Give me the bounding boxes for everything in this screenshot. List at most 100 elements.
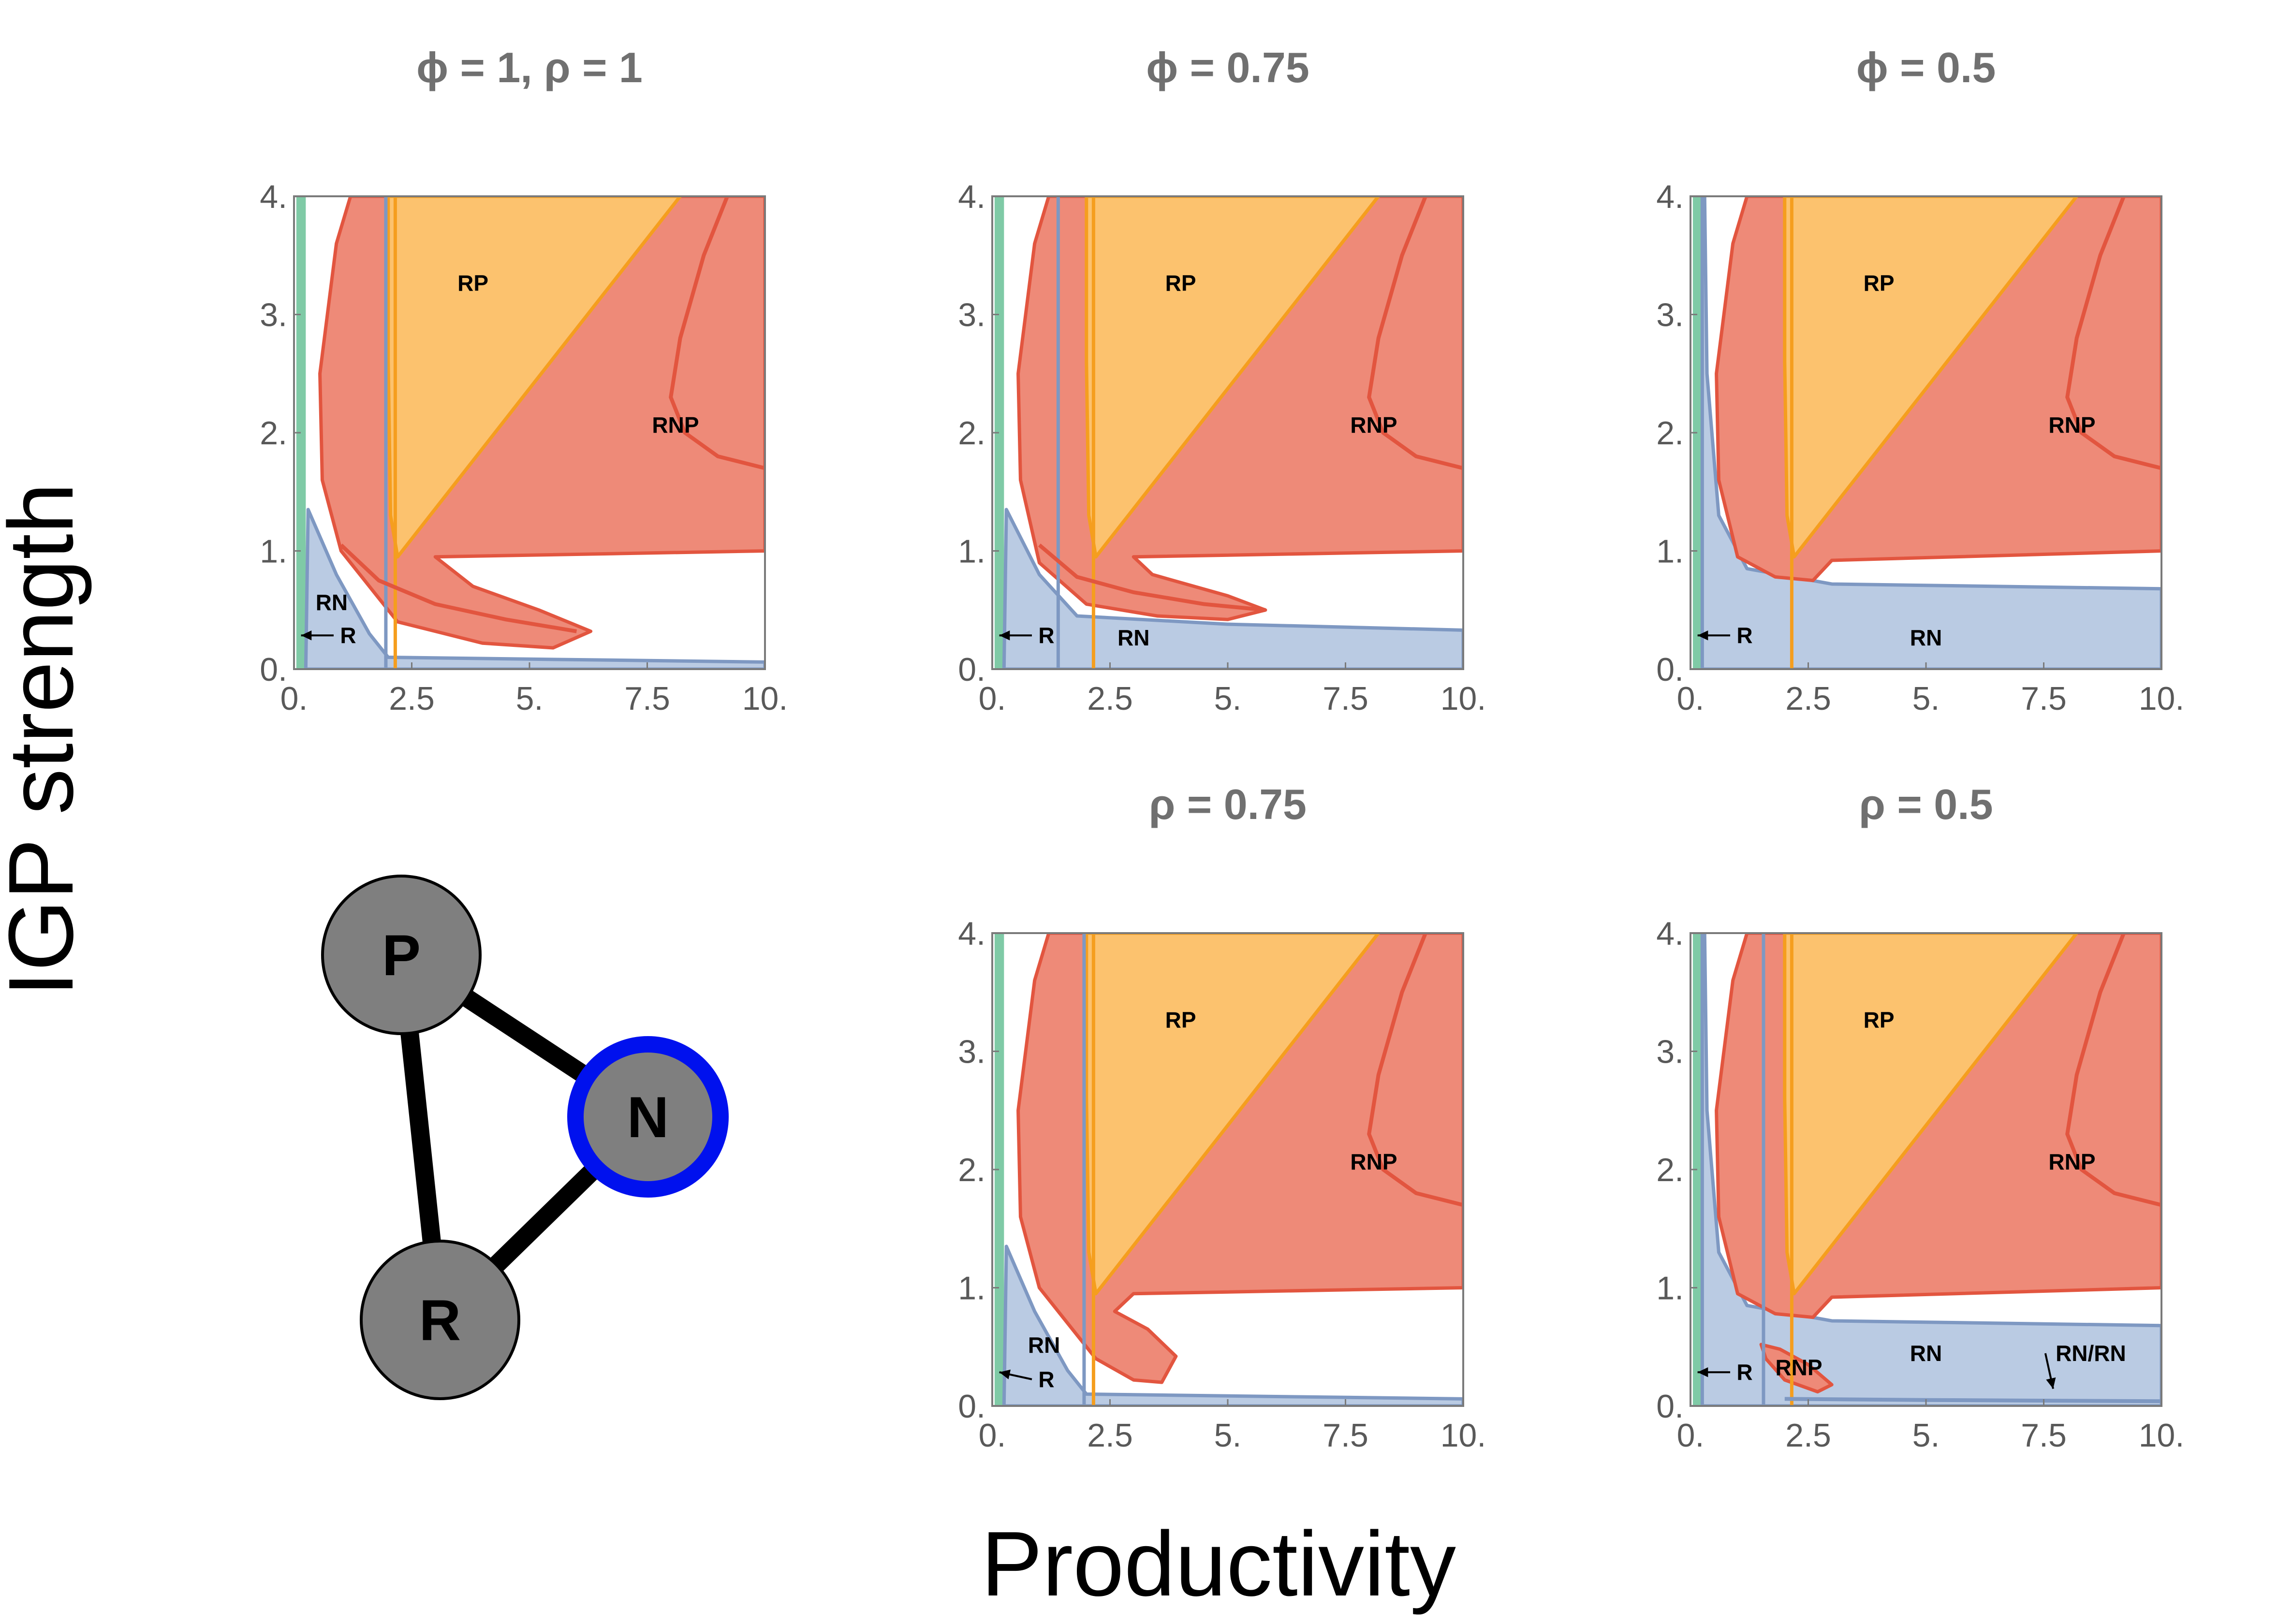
x-tick-label: 5. [1214, 1417, 1242, 1454]
x-tick-label: 10. [1440, 680, 1486, 717]
x-tick-label: 7.5 [1323, 1417, 1368, 1454]
y-tick-label: 0. [1656, 651, 1684, 688]
annotation-arrowhead [1697, 630, 1708, 641]
region-label: RP [1165, 271, 1196, 296]
boundary-curve [669, 196, 765, 470]
x-tick-label: 2.5 [1785, 1417, 1831, 1454]
x-tick-label: 0. [280, 680, 308, 717]
y-tick-label: 3. [1656, 1034, 1684, 1070]
panel-title: ϕ = 0.75 [1146, 44, 1309, 91]
region-label: RP [1864, 1008, 1895, 1033]
y-tick-label: 4. [958, 915, 985, 952]
region-label: RN [1910, 1341, 1942, 1366]
annotation-arrowhead [999, 630, 1010, 641]
region-label: R [1038, 623, 1054, 648]
annotation-arrowhead [999, 1369, 1011, 1379]
y-tick-label: 1. [958, 1270, 985, 1307]
panel-title: ϕ = 0.5 [1856, 44, 1996, 91]
boundary-curve [1367, 196, 1463, 470]
region-label: RN [1028, 1332, 1060, 1358]
y-tick-label: 0. [958, 1388, 985, 1425]
boundary-curve [339, 543, 577, 633]
region-label: R [1736, 1360, 1752, 1385]
x-tick-label: 10. [742, 680, 788, 717]
boundary-curve [1367, 933, 1463, 1207]
x-axis-label: Productivity [981, 1513, 1456, 1615]
region-label: R [340, 623, 356, 648]
x-tick-label: 2.5 [1087, 1417, 1133, 1454]
y-tick-label: 2. [1656, 415, 1684, 452]
panel-title: ρ = 0.75 [1149, 780, 1307, 828]
boundary-curve [1038, 543, 1266, 612]
x-tick-label: 7.5 [1323, 680, 1368, 717]
y-tick-label: 2. [958, 415, 985, 452]
plot-area [1692, 196, 2161, 669]
region-label: R [1038, 1367, 1054, 1392]
region-label: RNP [2048, 412, 2095, 438]
y-tick-label: 1. [958, 533, 985, 570]
annotation-arrowhead [301, 630, 312, 641]
y-tick-label: 2. [1656, 1152, 1684, 1188]
x-tick-label: 5. [1912, 680, 1940, 717]
region-label: RN [316, 590, 348, 615]
region-label: RNP [2048, 1149, 2095, 1174]
y-tick-label: 0. [260, 651, 287, 688]
region-label: RP [1864, 271, 1895, 296]
node-r [360, 1240, 520, 1400]
x-tick-label: 5. [1912, 1417, 1940, 1454]
region-label: RNP [652, 412, 699, 438]
boundary-curve [2065, 196, 2161, 470]
x-tick-label: 10. [2139, 680, 2185, 717]
y-axis-label: IGP strength [0, 483, 92, 996]
y-tick-label: 1. [260, 533, 287, 570]
node-p [321, 875, 482, 1035]
region-RN [1002, 508, 1463, 669]
y-tick-label: 3. [1656, 297, 1684, 334]
region-label: RNP [1775, 1355, 1822, 1380]
plot-area [296, 196, 765, 669]
panel-2: ϕ = 0.75 0. 2.5 5. 7.5 10. 0. 1. 2. 3. 4. RP RNP RN R [958, 44, 1486, 717]
region-label: R [1736, 623, 1752, 648]
plot-area [994, 196, 1463, 669]
region-RN [304, 508, 765, 669]
x-tick-label: 7.5 [2021, 1417, 2067, 1454]
y-tick-label: 2. [958, 1152, 985, 1188]
y-tick-label: 3. [958, 297, 985, 334]
node-n [567, 1036, 729, 1198]
x-tick-label: 2.5 [1087, 680, 1133, 717]
plot-area [1692, 933, 2161, 1406]
panel-3: ϕ = 0.5 0. 2.5 5. 7.5 10. 0. 1. 2. 3. 4. RP RNP RN R [1656, 44, 2184, 717]
y-tick-label: 4. [1656, 178, 1684, 215]
x-tick-label: 2.5 [1785, 680, 1831, 717]
y-tick-label: 0. [958, 651, 985, 688]
panel-4: ρ = 0.75 0. 2.5 5. 7.5 10. 0. 1. 2. 3. 4. RP RNP RN R [958, 780, 1486, 1454]
panel-1: ϕ = 1, ρ = 1 0. 2.5 5. 7.5 10. 0. 1. 2. 3. 4. RP RNP… [260, 44, 788, 717]
node-r-label: R [419, 1288, 461, 1353]
node-p-label: P [382, 923, 421, 988]
region-RNP [1759, 1343, 1834, 1394]
y-tick-label: 1. [1656, 1270, 1684, 1307]
boundary-curve [1784, 1397, 2161, 1404]
region-label: RN/RN [2056, 1341, 2126, 1366]
panel-title: ϕ = 1, ρ = 1 [416, 44, 643, 91]
y-tick-label: 0. [1656, 1388, 1684, 1425]
annotation-arrowhead [2046, 1377, 2056, 1389]
boundary-curve [2065, 933, 2161, 1207]
region-label: RNP [1350, 412, 1397, 438]
x-tick-label: 7.5 [624, 680, 670, 717]
region-label: RP [457, 271, 488, 296]
x-tick-label: 10. [1440, 1417, 1486, 1454]
y-tick-label: 1. [1656, 533, 1684, 570]
region-RN [1002, 1244, 1463, 1406]
panels: ϕ = 1, ρ = 10. 2.5 5. 7.5 10.0.1.2.3.4.RPRNP… [260, 44, 2184, 1454]
region-label: RP [1165, 1008, 1196, 1033]
x-tick-label: 10. [2139, 1417, 2185, 1454]
x-tick-label: 5. [1214, 680, 1242, 717]
x-tick-label: 5. [516, 680, 544, 717]
x-tick-label: 0. [979, 1417, 1006, 1454]
x-tick-label: 0. [979, 680, 1006, 717]
region-label: RN [1117, 625, 1149, 650]
region-label: RN [1910, 625, 1942, 650]
panel-5: ρ = 0.5 0. 2.5 5. 7.5 10. 0. 1. 2. 3. 4. RP RNP RN RNP… [1656, 780, 2184, 1454]
